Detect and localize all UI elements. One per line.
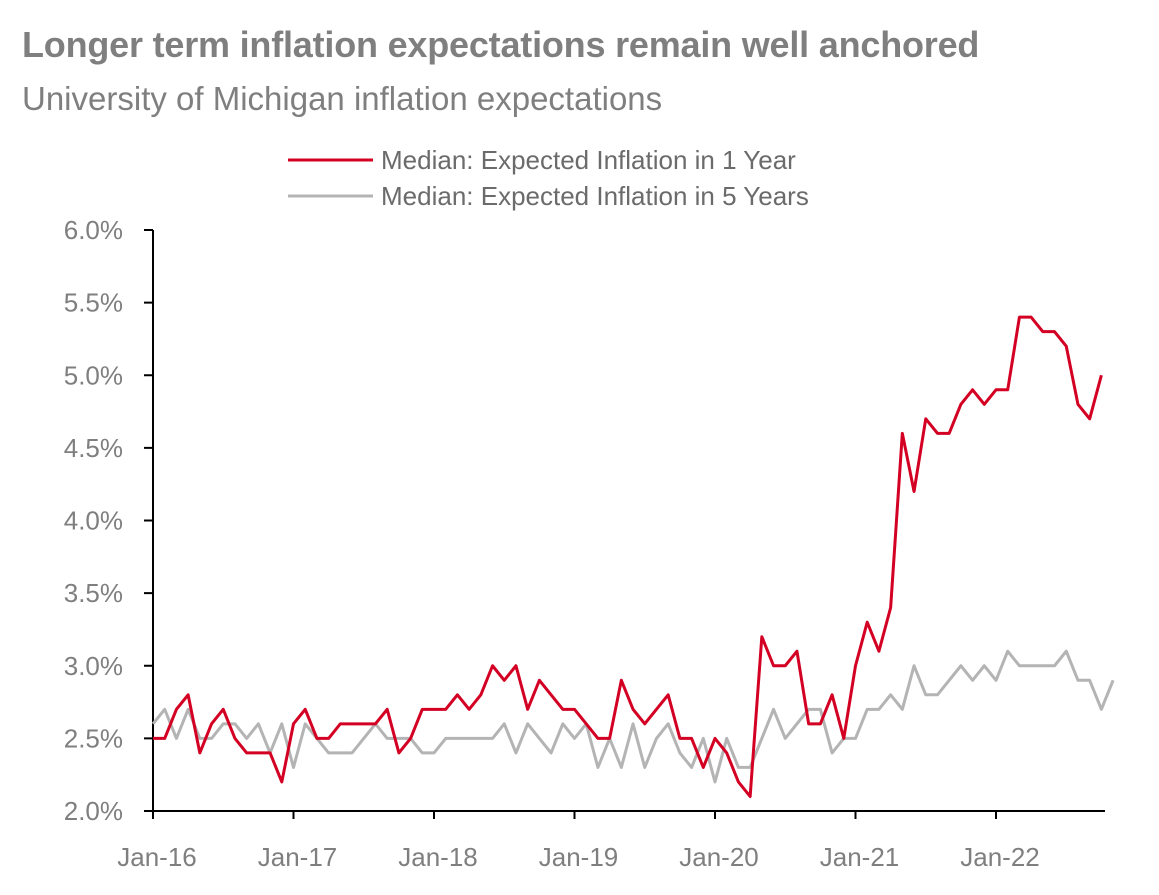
x-axis: Jan-16 Jan-17 Jan-18 Jan-19 Jan-20 Jan-21 Jan-… bbox=[117, 810, 1105, 872]
x-tick-label: Jan-22 bbox=[960, 842, 1040, 872]
series-line-5-years bbox=[151, 649, 1115, 784]
legend-label: Median: Expected Inflation in 1 Year bbox=[381, 145, 796, 175]
chart-legend: Median: Expected Inflation in 1 Year Medi… bbox=[288, 145, 809, 211]
y-tick-label: 5.5% bbox=[64, 288, 123, 318]
y-tick-label: 2.5% bbox=[64, 723, 123, 753]
series-line-1-year bbox=[153, 315, 1103, 798]
x-tick-label: Jan-21 bbox=[820, 842, 900, 872]
x-tick-label: Jan-17 bbox=[258, 842, 338, 872]
y-tick-label: 4.5% bbox=[64, 433, 123, 463]
x-tick-label: Jan-16 bbox=[117, 842, 197, 872]
y-tick-label: 3.5% bbox=[64, 578, 123, 608]
y-tick-label: 3.0% bbox=[64, 651, 123, 681]
x-tick-label: Jan-18 bbox=[398, 842, 478, 872]
y-tick-label: 6.0% bbox=[64, 215, 123, 245]
y-tick-label: 4.0% bbox=[64, 506, 123, 536]
x-tick-label: Jan-19 bbox=[539, 842, 619, 872]
legend-label: Median: Expected Inflation in 5 Years bbox=[381, 181, 809, 211]
series-layer bbox=[151, 315, 1115, 798]
chart-title: Longer term inflation expectations remai… bbox=[22, 24, 980, 65]
chart-subtitle: University of Michigan inflation expecta… bbox=[22, 80, 663, 117]
x-tick-label: Jan-20 bbox=[679, 842, 759, 872]
y-tick-label: 2.0% bbox=[64, 796, 123, 826]
y-axis: 2.0% 2.5% 3.0% 3.5% 4.0% 4.5% 5.0% 5.5% 6.0% bbox=[64, 215, 154, 826]
y-tick-label: 5.0% bbox=[64, 360, 123, 390]
